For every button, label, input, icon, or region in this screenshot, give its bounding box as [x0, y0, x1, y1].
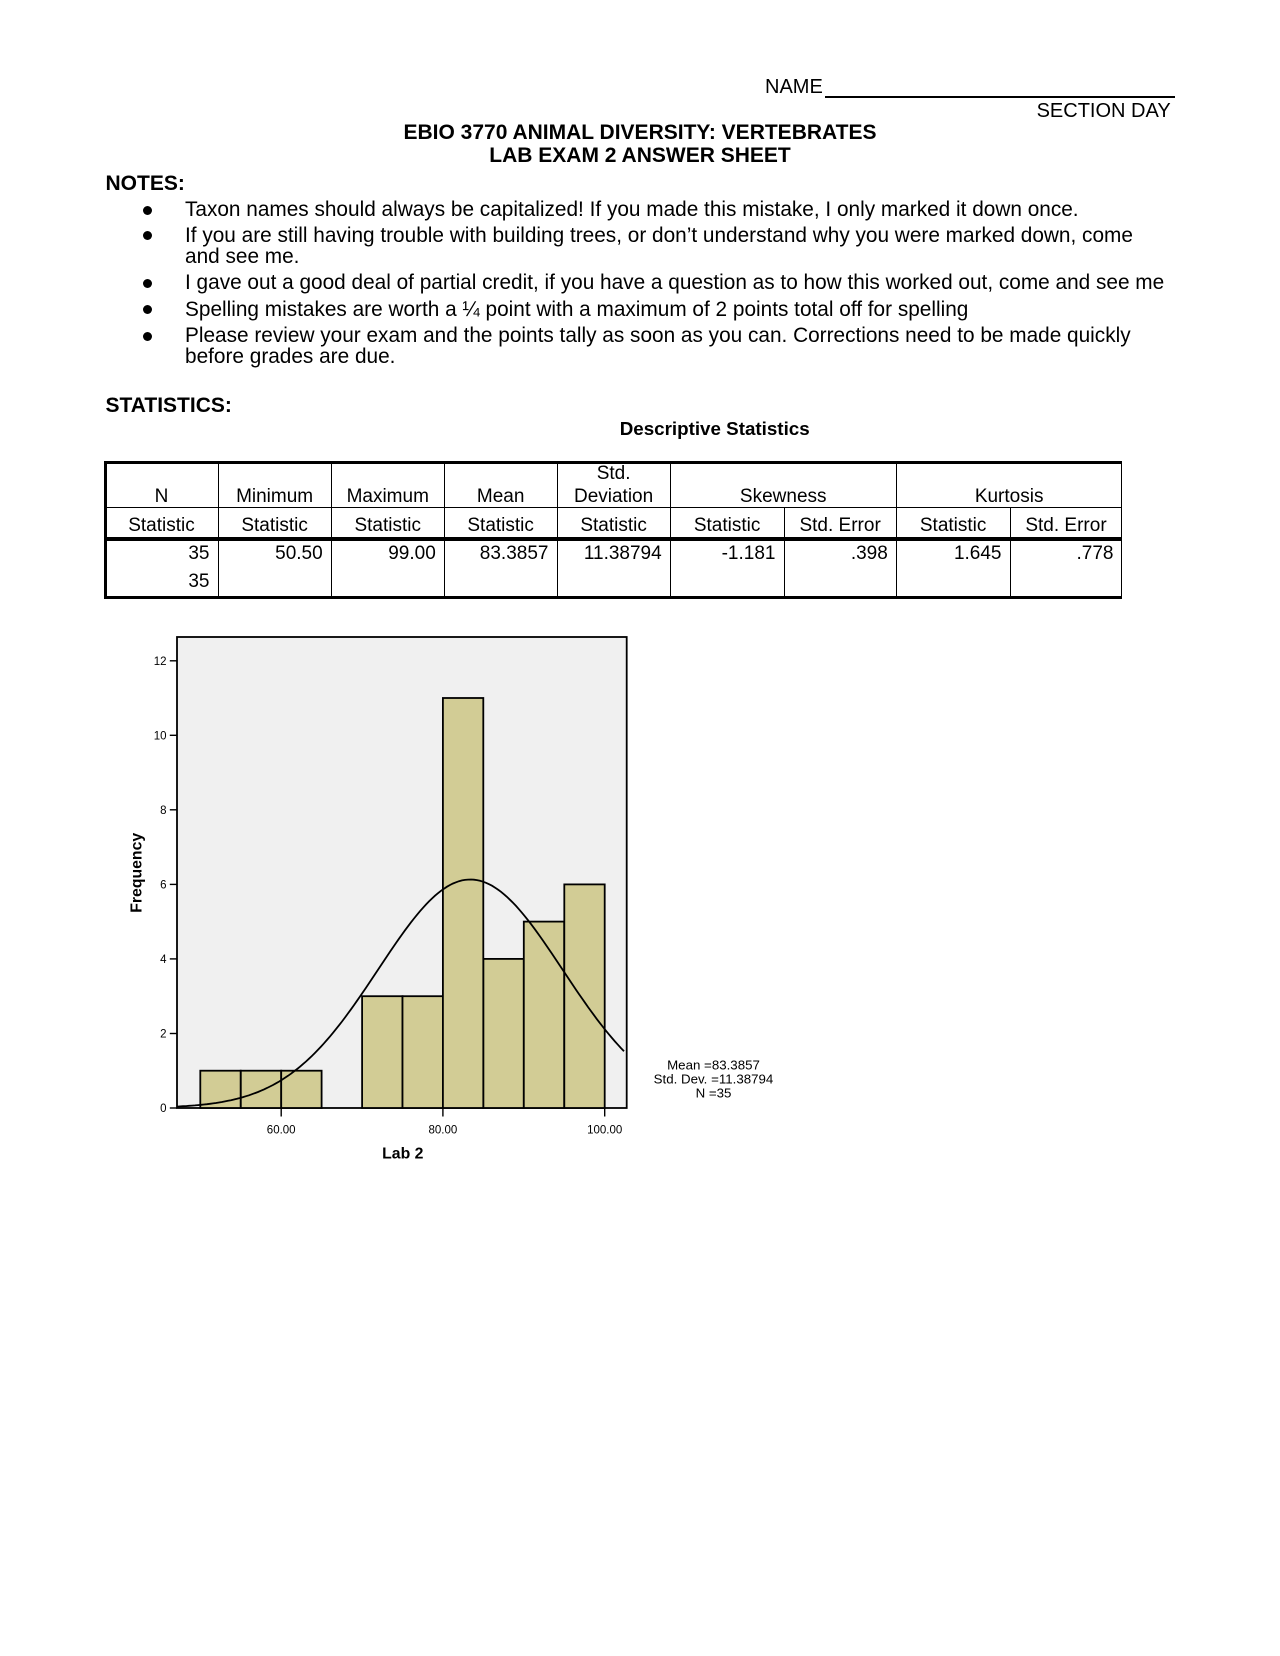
svg-text:2: 2: [160, 1029, 166, 1041]
svg-text:10: 10: [154, 730, 167, 742]
svg-text:N =35: N =35: [696, 1085, 732, 1100]
svg-text:12: 12: [154, 656, 167, 668]
svg-text:6: 6: [160, 880, 166, 892]
svg-text:60.00: 60.00: [267, 1125, 296, 1137]
svg-text:8: 8: [160, 805, 166, 817]
svg-text:Mean =83.3857: Mean =83.3857: [667, 1058, 760, 1073]
svg-text:Lab 2: Lab 2: [382, 1146, 423, 1163]
svg-text:Frequency: Frequency: [128, 833, 145, 913]
svg-text:4: 4: [160, 954, 167, 966]
svg-text:80.00: 80.00: [429, 1125, 458, 1137]
svg-text:100.00: 100.00: [587, 1125, 622, 1137]
svg-text:0: 0: [160, 1103, 166, 1115]
svg-text:Std. Dev. =11.38794: Std. Dev. =11.38794: [654, 1071, 774, 1086]
